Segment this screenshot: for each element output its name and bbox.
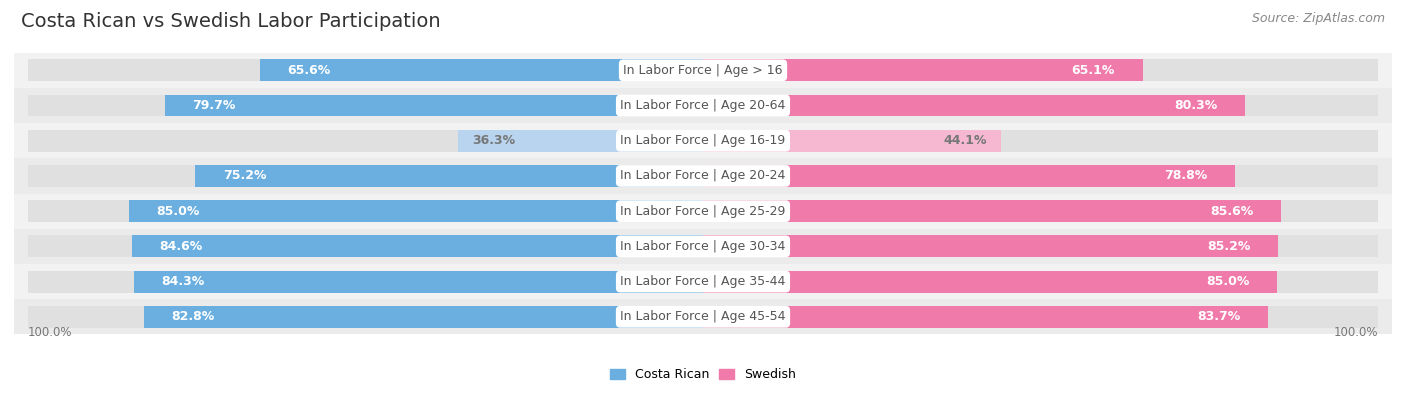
Bar: [14, 88, 1392, 123]
Bar: [717, 165, 1378, 187]
Text: Source: ZipAtlas.com: Source: ZipAtlas.com: [1251, 12, 1385, 25]
Text: 36.3%: 36.3%: [471, 134, 515, 147]
Text: 65.6%: 65.6%: [288, 64, 330, 77]
Legend: Costa Rican, Swedish: Costa Rican, Swedish: [605, 363, 801, 386]
Text: 83.7%: 83.7%: [1198, 310, 1240, 324]
Bar: [717, 235, 1378, 257]
Text: In Labor Force | Age 45-54: In Labor Force | Age 45-54: [620, 310, 786, 324]
Bar: [717, 271, 1378, 293]
Bar: [14, 299, 1392, 335]
Bar: [14, 194, 1392, 229]
Bar: [703, 94, 1246, 117]
Text: Costa Rican vs Swedish Labor Participation: Costa Rican vs Swedish Labor Participati…: [21, 12, 440, 31]
Bar: [703, 235, 1278, 257]
Bar: [28, 200, 689, 222]
Text: 78.8%: 78.8%: [1164, 169, 1208, 182]
Bar: [28, 306, 689, 328]
Text: 100.0%: 100.0%: [28, 325, 72, 339]
Text: In Labor Force | Age 20-64: In Labor Force | Age 20-64: [620, 99, 786, 112]
Bar: [14, 229, 1392, 264]
Bar: [129, 200, 703, 222]
Bar: [28, 235, 689, 257]
Bar: [717, 200, 1378, 222]
Bar: [717, 306, 1378, 328]
Bar: [703, 200, 1281, 222]
Bar: [143, 306, 703, 328]
Bar: [134, 271, 703, 293]
Bar: [717, 59, 1378, 81]
Text: In Labor Force | Age 16-19: In Labor Force | Age 16-19: [620, 134, 786, 147]
Bar: [165, 94, 703, 117]
Text: 75.2%: 75.2%: [222, 169, 266, 182]
Bar: [195, 165, 703, 187]
Bar: [28, 59, 689, 81]
Text: In Labor Force | Age 35-44: In Labor Force | Age 35-44: [620, 275, 786, 288]
Bar: [458, 130, 703, 152]
Text: 44.1%: 44.1%: [943, 134, 987, 147]
Text: 84.6%: 84.6%: [159, 240, 202, 253]
Text: 85.0%: 85.0%: [1206, 275, 1250, 288]
Bar: [703, 59, 1143, 81]
Text: 100.0%: 100.0%: [1334, 325, 1378, 339]
Bar: [14, 158, 1392, 194]
Bar: [14, 53, 1392, 88]
Bar: [28, 130, 689, 152]
Bar: [703, 130, 1001, 152]
Text: In Labor Force | Age > 16: In Labor Force | Age > 16: [623, 64, 783, 77]
Bar: [14, 123, 1392, 158]
Bar: [260, 59, 703, 81]
Bar: [703, 165, 1234, 187]
Bar: [132, 235, 703, 257]
Bar: [703, 306, 1268, 328]
Text: 84.3%: 84.3%: [162, 275, 205, 288]
Text: 85.2%: 85.2%: [1208, 240, 1251, 253]
Bar: [703, 271, 1277, 293]
Text: 82.8%: 82.8%: [172, 310, 215, 324]
Text: 80.3%: 80.3%: [1174, 99, 1218, 112]
Bar: [717, 94, 1378, 117]
Text: 65.1%: 65.1%: [1071, 64, 1115, 77]
Bar: [28, 271, 689, 293]
Text: In Labor Force | Age 25-29: In Labor Force | Age 25-29: [620, 205, 786, 218]
Text: 85.6%: 85.6%: [1211, 205, 1253, 218]
Bar: [717, 130, 1378, 152]
Text: 85.0%: 85.0%: [156, 205, 200, 218]
Text: In Labor Force | Age 20-24: In Labor Force | Age 20-24: [620, 169, 786, 182]
Text: 79.7%: 79.7%: [193, 99, 236, 112]
Bar: [14, 264, 1392, 299]
Bar: [28, 94, 689, 117]
Bar: [28, 165, 689, 187]
Text: In Labor Force | Age 30-34: In Labor Force | Age 30-34: [620, 240, 786, 253]
